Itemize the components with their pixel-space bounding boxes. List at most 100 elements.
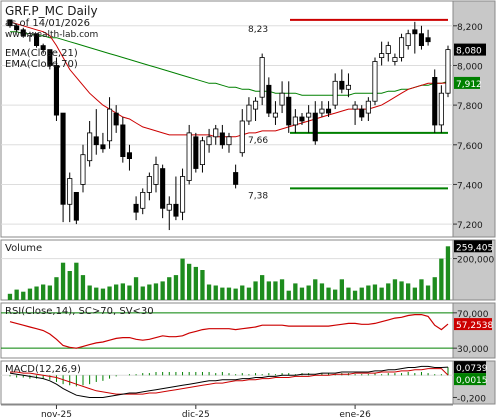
volume-bar — [180, 258, 185, 300]
candle-body — [14, 25, 20, 31]
volume-legend: Volume — [5, 243, 42, 254]
volume-bar — [80, 275, 86, 300]
price-tick-label: 7,200 — [457, 221, 483, 231]
candle-body — [372, 61, 378, 102]
last-price-box — [454, 43, 486, 56]
volume-bar — [14, 289, 19, 300]
volume-bar — [114, 284, 119, 300]
volume-bar — [412, 287, 417, 300]
volume-bar — [439, 258, 444, 300]
candle-body — [193, 136, 199, 169]
volume-bar — [153, 283, 159, 300]
ema21-last-box — [454, 76, 480, 89]
rsi-tick-label: 30,000 — [457, 345, 489, 355]
candle-body — [332, 80, 338, 106]
macd-legend: MACD(12,26,9) — [5, 364, 81, 375]
chart-title: GRF.P_MC Daily — [5, 4, 98, 18]
candle-body — [379, 53, 385, 58]
volume-bar — [333, 289, 338, 300]
candle-body — [339, 80, 345, 90]
volume-bar — [34, 286, 39, 300]
macd-pane: -0,200 0,0739 0,0015 MACD(12,26,9) — [0, 360, 496, 405]
volume-bar — [359, 287, 364, 300]
candle-body — [418, 33, 424, 47]
rsi-tick-label: 70,000 — [457, 310, 489, 320]
volume-bar — [299, 287, 305, 300]
volume-bar — [406, 283, 411, 300]
candle-body — [87, 132, 93, 162]
macd-last-values: 0,0739 0,0015 — [454, 361, 488, 386]
candle-body — [392, 57, 398, 62]
volume-bar — [213, 285, 218, 300]
candle-body — [40, 45, 46, 50]
price-tick-label: 7,600 — [457, 142, 483, 152]
volume-bar — [7, 293, 13, 300]
volume-bar — [386, 283, 391, 300]
candle-body — [179, 176, 186, 213]
ema70-legend: EMA(Close,70) — [5, 59, 78, 70]
rsi-last-label: 57,2538 — [456, 321, 493, 331]
volume-bar — [133, 277, 139, 300]
volume-bar — [246, 287, 252, 300]
candle-body — [107, 108, 113, 142]
rsi-line — [9, 314, 449, 349]
candle-body — [60, 112, 66, 205]
volume-bar — [253, 281, 258, 300]
volume-bar — [346, 287, 351, 300]
volume-bar — [419, 279, 424, 300]
price-tick-label: 7,400 — [457, 181, 483, 191]
volume-bar — [120, 283, 125, 300]
price-gridlines — [1, 25, 453, 225]
macd-lines-group — [9, 365, 449, 398]
macd-signal-label: 0,0015 — [456, 376, 488, 386]
candle-body — [233, 172, 239, 185]
volume-bar — [306, 285, 311, 300]
rsi-axis-ticks: 70,000 30,000 — [453, 310, 489, 355]
rsi-pane: 70,000 30,000 57,2538 RSI(Close,14), SC>7… — [0, 302, 496, 359]
volume-bar — [200, 270, 205, 300]
rsi-legend: RSI(Close,14), SC>70, SV<30 — [5, 306, 154, 317]
candle-body — [246, 104, 252, 122]
volume-tick-label: 200,000 — [457, 256, 494, 266]
macd-line — [9, 365, 449, 398]
volume-bar — [339, 279, 344, 300]
macd-signal-box — [454, 373, 486, 386]
volume-bar — [266, 281, 271, 300]
candle-body — [292, 116, 298, 126]
rsi-line-group — [9, 314, 449, 349]
x-axis: nov-25 dic-25 ene-26 — [1, 404, 453, 420]
candle-body — [73, 191, 79, 221]
candle-body — [93, 136, 99, 146]
support-label: 7,66 — [248, 136, 268, 146]
last-price-label: 8,080 — [456, 47, 482, 57]
volume-bar — [206, 284, 212, 300]
macd-last-box — [454, 361, 486, 374]
watermark: www.wealth-lab.com — [5, 30, 98, 40]
macd-axis-ticks: -0,200 — [453, 394, 486, 404]
candle-body — [166, 203, 172, 211]
volume-bar — [160, 281, 165, 300]
volume-bar — [260, 275, 265, 300]
ema21-legend: EMA(Close,21) — [5, 48, 78, 59]
volume-bar — [147, 284, 152, 300]
candle-body — [80, 154, 86, 185]
support2-label: 7,38 — [248, 191, 268, 201]
volume-bar — [445, 246, 451, 300]
candle-body — [319, 108, 325, 114]
volume-bar — [27, 288, 33, 300]
candle-body — [385, 45, 391, 54]
candle-body — [173, 203, 179, 217]
volume-bar — [74, 262, 79, 300]
candle-body — [352, 104, 358, 110]
volume-bar — [366, 285, 371, 300]
candle-body — [146, 176, 152, 193]
candle-body — [266, 84, 272, 114]
candle-body — [405, 33, 411, 47]
candle-body — [113, 112, 119, 126]
candle-body — [425, 37, 431, 43]
price-tick-label: 7,800 — [457, 102, 483, 112]
volume-bar — [87, 285, 92, 300]
volume-axis-ticks: 200,000 — [453, 256, 494, 266]
volume-bar — [425, 285, 431, 300]
candle-body — [160, 168, 166, 209]
